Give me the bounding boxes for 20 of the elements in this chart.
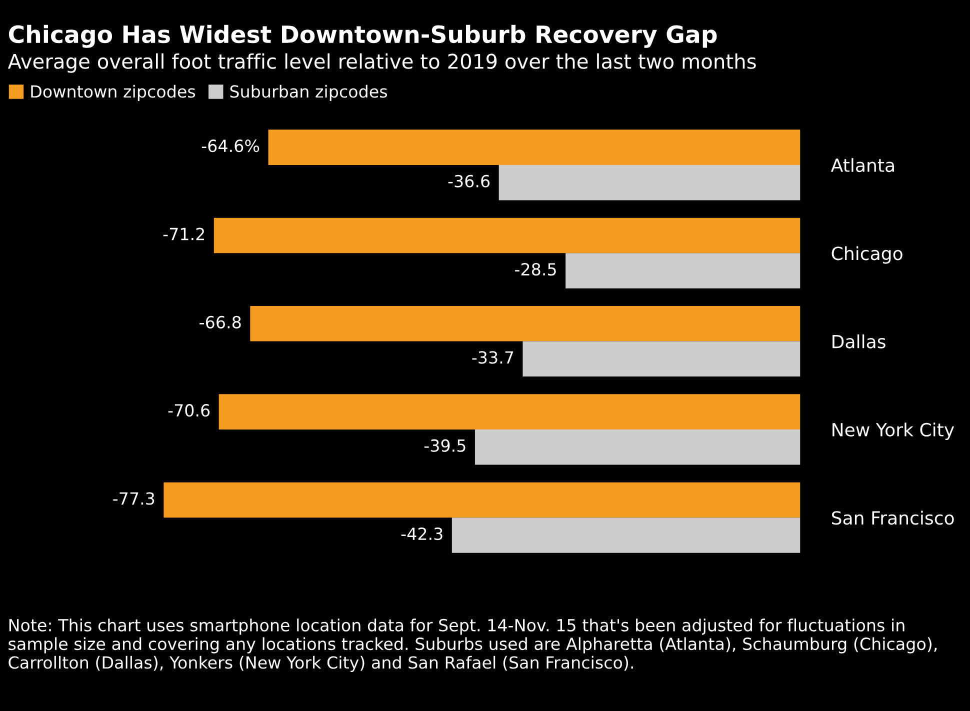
y-tick-label: San Francisco [832,510,954,525]
chart-title: Chicago Has Widest Downtown-Suburb Recovery Gap [8,24,717,48]
legend-label: Suburban zipcodes [230,84,388,102]
data-label: -70.6 [168,404,210,417]
y-tick-label: Chicago [832,246,902,264]
data-label: -64.6% [202,140,260,152]
data-label: -36.6 [448,174,490,188]
text: Note: This chart uses smartphone location data for Sept. 14-Nov. 15 that's been adjusted for fluctuations in sample size and covering any locations tracked. Suburbs used are Alpharetta (Atlanta), Schaumburg (Chicago), Carrollton (Dallas), Yonkers (New York City) and San Rafael (San Francisco). [8,618,937,672]
data-label: -71.2 [163,228,204,240]
data-label: -39.5 [424,439,466,452]
legend-label: Downtown zipcodes [31,84,196,102]
data-label: -33.7 [472,351,514,364]
chart-subtitle: Average overall foot traffic level relative to 2019 over the last two months [8,53,756,73]
data-label: -77.3 [113,492,154,505]
y-tick-label: Atlanta [830,158,894,172]
data-label: -28.5 [515,262,556,276]
y-tick-label: Dallas [832,334,886,348]
data-label: -42.3 [401,527,442,540]
y-tick-label: New York City [832,422,954,440]
data-label: -66.8 [200,316,241,328]
